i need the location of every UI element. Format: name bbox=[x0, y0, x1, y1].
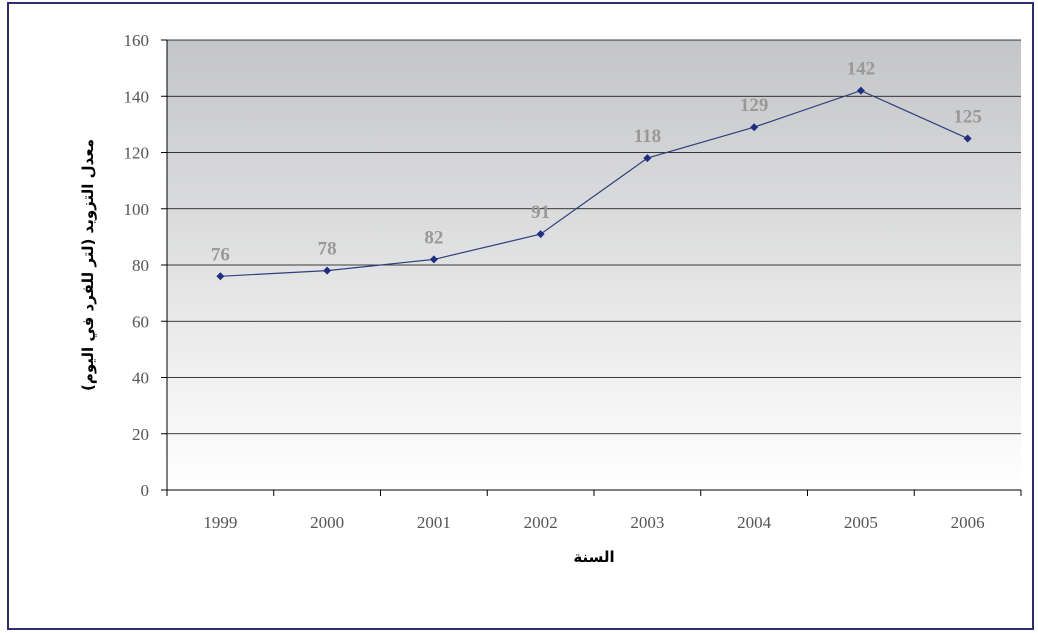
y-tick-label: 160 bbox=[124, 31, 150, 50]
y-tick-label: 120 bbox=[124, 144, 150, 163]
x-tick-label: 2001 bbox=[417, 513, 451, 532]
y-tick-label: 40 bbox=[132, 369, 149, 388]
data-label: 78 bbox=[318, 239, 337, 260]
data-label: 118 bbox=[634, 126, 661, 147]
data-point bbox=[323, 266, 332, 275]
data-point bbox=[536, 230, 545, 239]
data-label: 76 bbox=[211, 244, 230, 265]
x-tick-label: 2002 bbox=[524, 513, 558, 532]
data-label: 142 bbox=[847, 59, 876, 80]
data-label: 82 bbox=[424, 227, 443, 248]
data-point bbox=[643, 154, 652, 163]
y-axis-title: معدل التزويد (لتر للفرد في اليوم) bbox=[79, 139, 97, 391]
x-tick-label: 1999 bbox=[203, 513, 237, 532]
data-point bbox=[963, 134, 972, 143]
data-point bbox=[750, 123, 759, 132]
x-tick-label: 2003 bbox=[630, 513, 664, 532]
y-tick-label: 20 bbox=[132, 425, 149, 444]
data-point bbox=[856, 86, 865, 95]
x-tick-label: 2000 bbox=[310, 513, 344, 532]
data-point bbox=[216, 272, 225, 281]
data-label: 129 bbox=[740, 95, 769, 116]
x-axis-title: السنة bbox=[573, 548, 614, 566]
y-tick-label: 140 bbox=[124, 87, 150, 106]
y-tick-label: 100 bbox=[124, 200, 150, 219]
series-line bbox=[220, 89, 968, 277]
data-point bbox=[429, 255, 438, 264]
y-tick-label: 80 bbox=[132, 256, 149, 275]
x-tick-label: 2004 bbox=[737, 513, 772, 532]
data-label: 125 bbox=[953, 106, 982, 127]
y-tick-label: 0 bbox=[141, 481, 150, 500]
x-tick-label: 2005 bbox=[844, 513, 878, 532]
x-tick-label: 2006 bbox=[951, 513, 985, 532]
data-label: 91 bbox=[531, 202, 550, 223]
y-tick-label: 60 bbox=[132, 312, 149, 331]
